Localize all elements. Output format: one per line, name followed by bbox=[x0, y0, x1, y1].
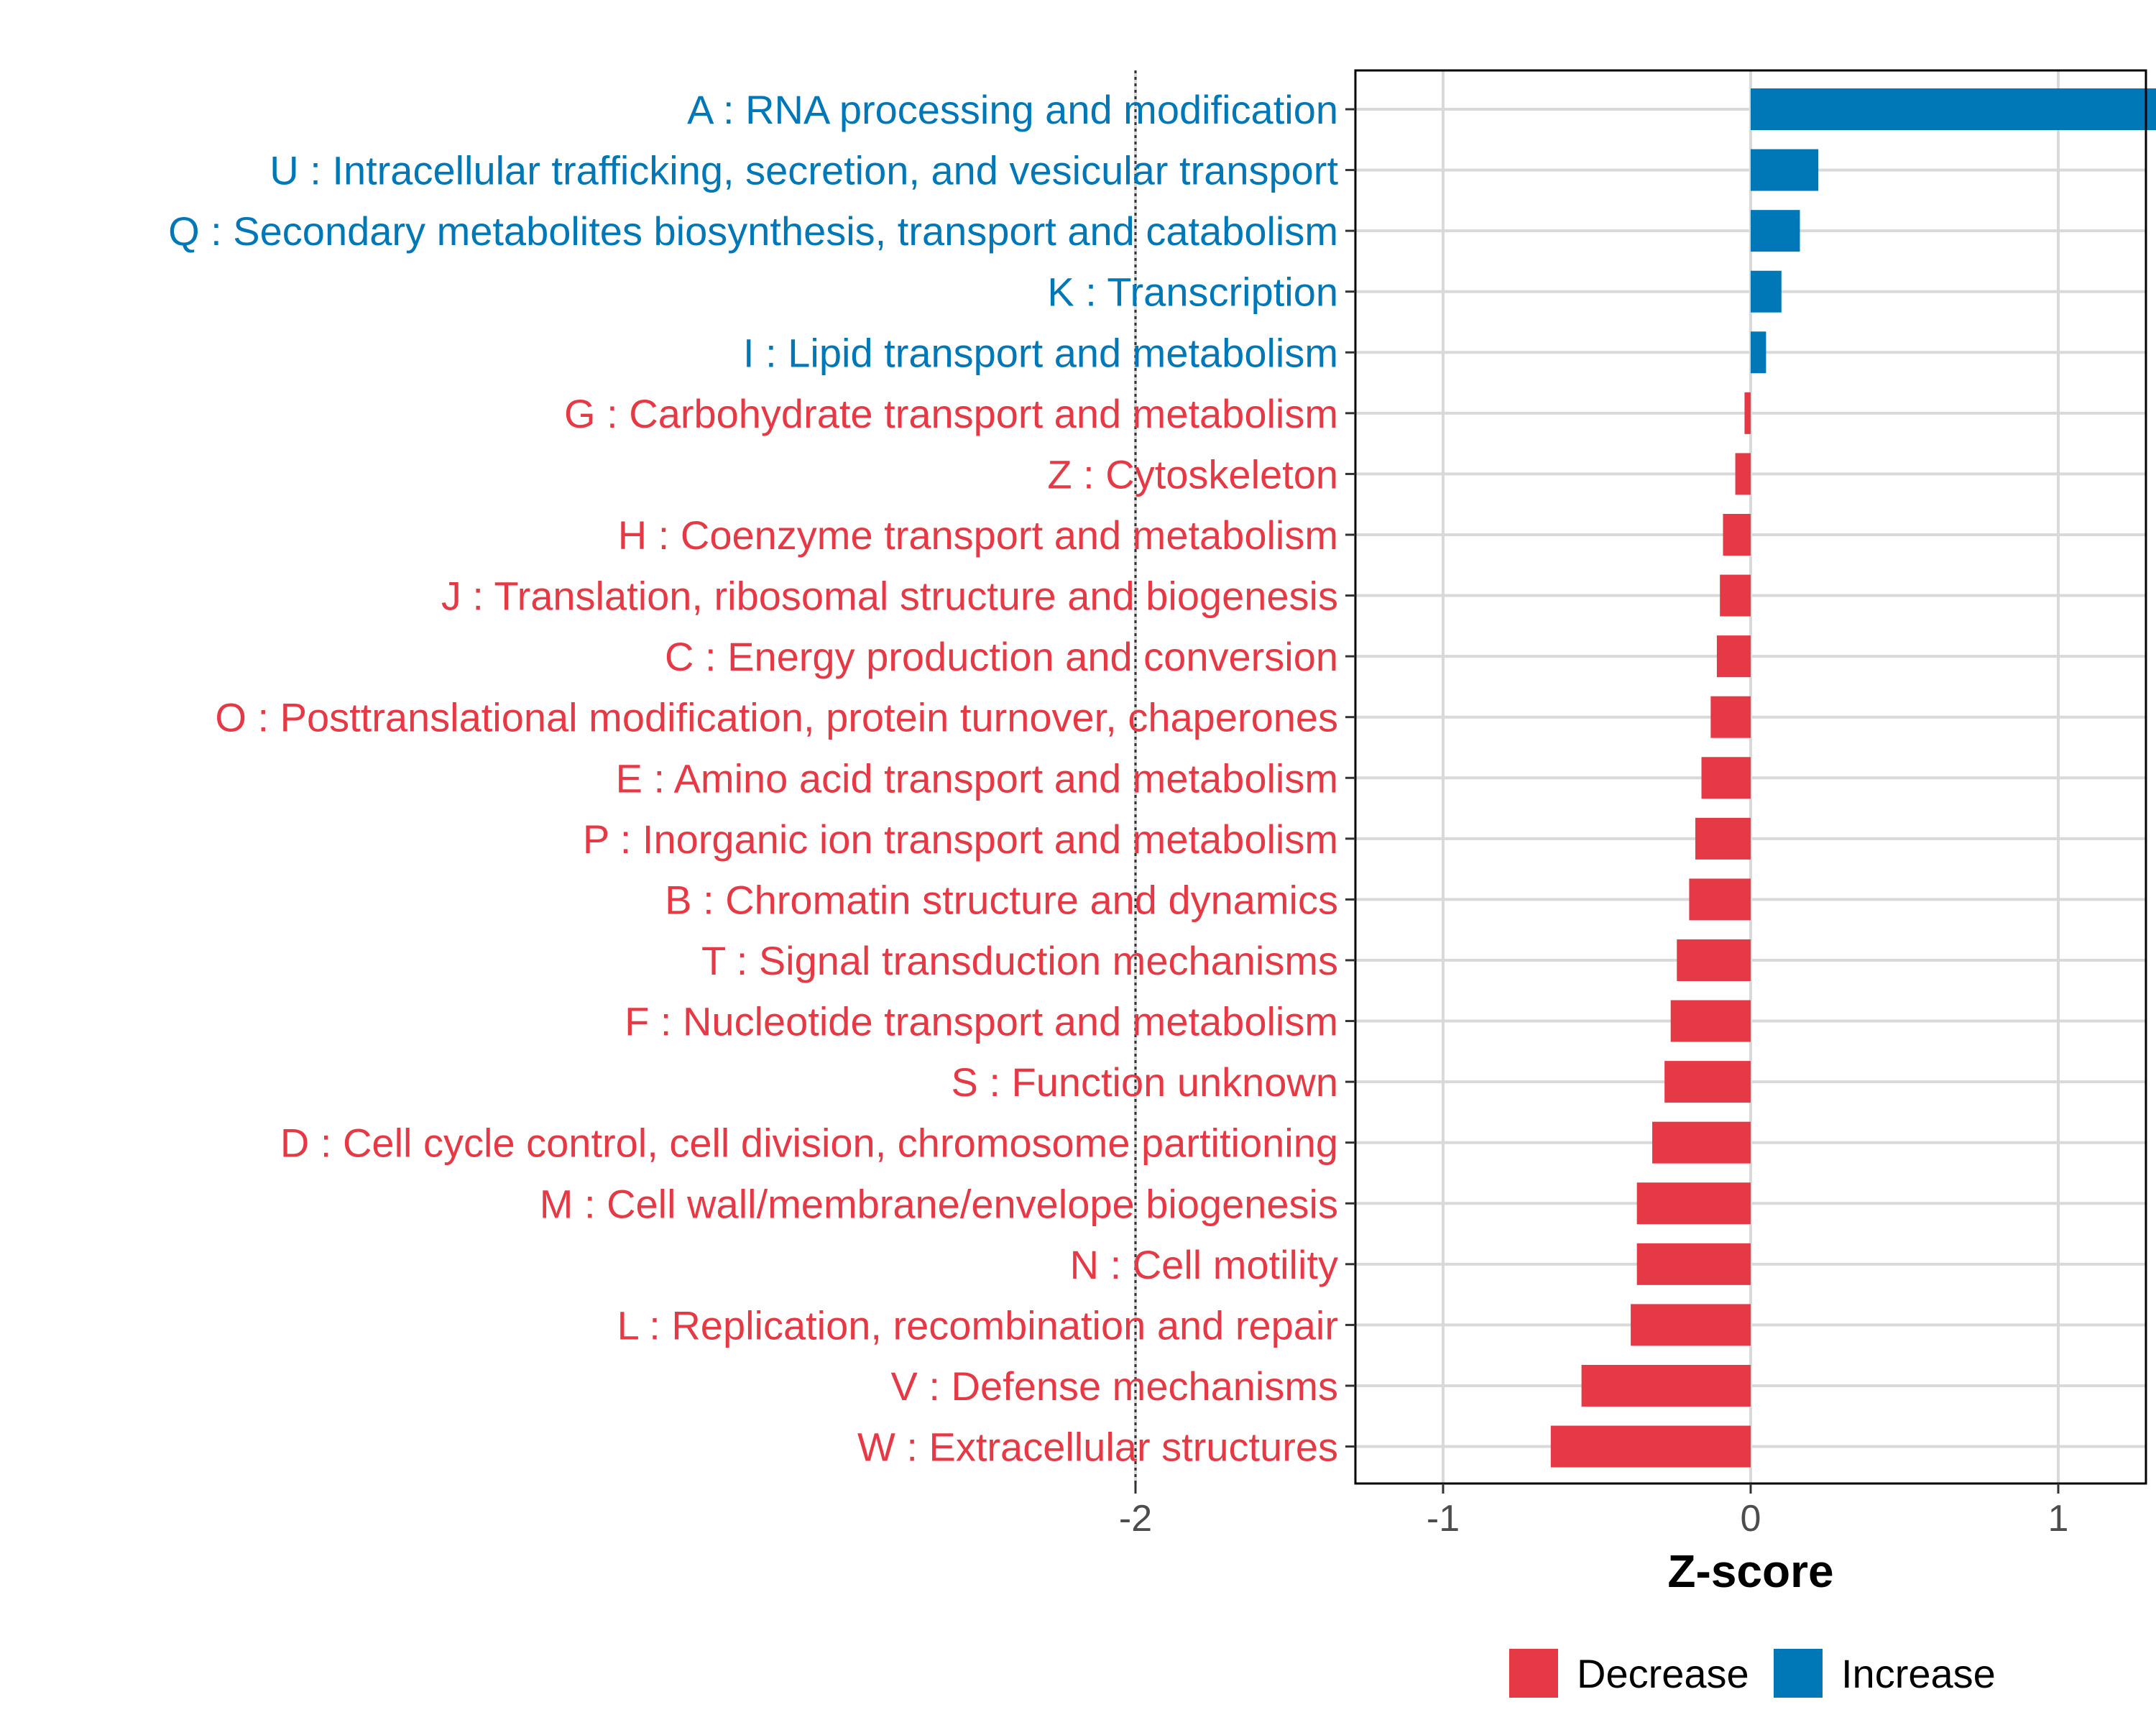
bar bbox=[1664, 1061, 1751, 1103]
category-labels: A : RNA processing and modification U : I… bbox=[168, 87, 1338, 1470]
y-axis-ticks bbox=[1345, 108, 1355, 1448]
category-label: D : Cell cycle control, cell division, c… bbox=[280, 1121, 1338, 1166]
x-axis-ticks: -2-1012 bbox=[1119, 1484, 2069, 1540]
bars bbox=[1550, 88, 2156, 1468]
bar bbox=[1701, 757, 1751, 799]
category-label: O : Posttranslational modification, prot… bbox=[215, 695, 1338, 740]
bar bbox=[1710, 696, 1751, 738]
bar bbox=[1677, 939, 1751, 981]
bar bbox=[1751, 331, 1766, 374]
category-label: Z : Cytoskeleton bbox=[1047, 451, 1338, 497]
legend-swatch bbox=[1774, 1649, 1823, 1698]
bar bbox=[1689, 878, 1751, 921]
category-label: M : Cell wall/membrane/envelope biogenes… bbox=[540, 1181, 1338, 1226]
legend-swatch bbox=[1509, 1649, 1558, 1698]
category-label: S : Function unknown bbox=[951, 1059, 1338, 1105]
category-label: H : Coenzyme transport and metabolism bbox=[618, 512, 1338, 558]
x-tick-label: 1 bbox=[2048, 1498, 2069, 1540]
category-label: U : Intracellular trafficking, secretion… bbox=[270, 148, 1338, 193]
bar bbox=[1751, 88, 2156, 130]
bar bbox=[1670, 1000, 1751, 1042]
bar bbox=[1636, 1243, 1751, 1285]
bar bbox=[1735, 453, 1751, 495]
x-tick-label: -2 bbox=[1119, 1498, 1152, 1540]
category-label: V : Defense mechanisms bbox=[891, 1363, 1338, 1409]
bar bbox=[1720, 574, 1751, 617]
category-label: T : Signal transduction mechanisms bbox=[701, 938, 1338, 983]
category-label: Q : Secondary metabolites biosynthesis, … bbox=[168, 208, 1338, 254]
bar bbox=[1751, 149, 1819, 191]
category-label: F : Nucleotide transport and metabolism bbox=[625, 999, 1338, 1044]
bar bbox=[1751, 210, 1800, 252]
bar bbox=[1716, 635, 1751, 678]
category-label: W : Extracellular structures bbox=[857, 1425, 1338, 1470]
category-label: J : Translation, ribosomal structure and… bbox=[441, 574, 1338, 619]
bar bbox=[1695, 817, 1751, 860]
category-label: C : Energy production and conversion bbox=[665, 634, 1338, 679]
category-label: P : Inorganic ion transport and metaboli… bbox=[583, 816, 1338, 862]
category-label: A : RNA processing and modification bbox=[687, 87, 1338, 132]
bar bbox=[1723, 513, 1751, 556]
bar bbox=[1744, 392, 1751, 434]
category-label: I : Lipid transport and metabolism bbox=[743, 330, 1338, 375]
category-label: N : Cell motility bbox=[1070, 1242, 1338, 1287]
bar bbox=[1631, 1304, 1751, 1346]
legend: Decrease Increase bbox=[1509, 1649, 1996, 1698]
legend-label: Increase bbox=[1841, 1651, 1996, 1696]
reference-lines bbox=[1134, 70, 1137, 1484]
bar bbox=[1550, 1425, 1751, 1468]
x-tick-label: 0 bbox=[1741, 1498, 1761, 1540]
x-tick-label: -1 bbox=[1427, 1498, 1460, 1540]
legend-label: Decrease bbox=[1577, 1651, 1749, 1696]
x-axis-title: Z-score bbox=[1667, 1545, 1833, 1597]
category-label: E : Amino acid transport and metabolism bbox=[616, 755, 1338, 801]
category-label: B : Chromatin structure and dynamics bbox=[665, 877, 1338, 922]
bar bbox=[1636, 1182, 1751, 1225]
bar bbox=[1581, 1364, 1751, 1407]
category-label: K : Transcription bbox=[1047, 270, 1338, 315]
category-label: G : Carbohydrate transport and metabolis… bbox=[564, 391, 1338, 436]
bar bbox=[1751, 270, 1782, 313]
category-label: L : Replication, recombination and repai… bbox=[617, 1302, 1338, 1348]
bar bbox=[1652, 1121, 1751, 1164]
